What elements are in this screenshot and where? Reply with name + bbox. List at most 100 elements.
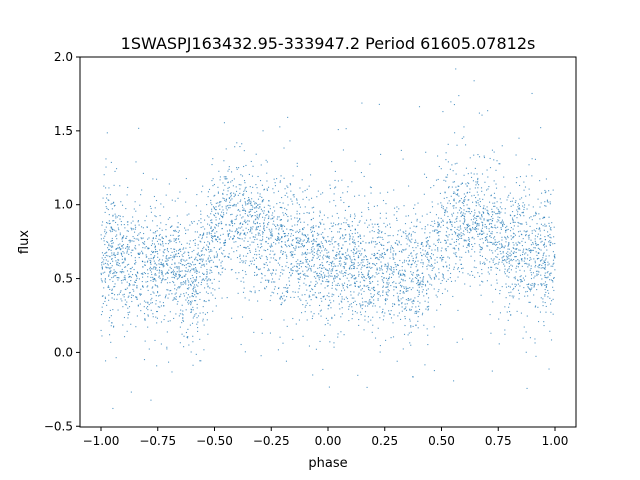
- data-point: [184, 251, 186, 253]
- data-point: [319, 310, 321, 312]
- data-point: [128, 295, 130, 297]
- data-point: [426, 242, 428, 244]
- data-point: [436, 232, 438, 234]
- data-point: [173, 281, 175, 284]
- data-point: [477, 177, 479, 180]
- data-point: [402, 278, 404, 281]
- data-point: [173, 230, 176, 232]
- data-point: [360, 262, 362, 264]
- data-point: [217, 191, 219, 193]
- data-point: [127, 317, 129, 319]
- data-point: [501, 245, 503, 247]
- data-point: [227, 207, 230, 209]
- data-point: [336, 276, 338, 278]
- data-point: [343, 334, 345, 336]
- data-point: [305, 242, 307, 244]
- data-point: [279, 219, 281, 221]
- data-point: [445, 152, 447, 154]
- data-point: [529, 250, 531, 252]
- data-point: [358, 324, 360, 326]
- data-point: [201, 238, 203, 240]
- data-point: [212, 310, 214, 312]
- data-point: [518, 292, 520, 294]
- data-point: [276, 239, 278, 241]
- data-point: [457, 309, 459, 311]
- data-point: [527, 235, 529, 237]
- data-point: [249, 244, 251, 246]
- data-point: [140, 310, 142, 312]
- data-point: [152, 268, 154, 270]
- data-point: [152, 252, 154, 254]
- data-point: [336, 276, 338, 278]
- data-point: [173, 257, 175, 259]
- data-point: [261, 231, 264, 233]
- data-point: [489, 241, 492, 243]
- data-point: [361, 304, 363, 306]
- data-point: [516, 248, 518, 250]
- data-point: [319, 258, 321, 261]
- data-point: [544, 274, 546, 276]
- data-point: [318, 304, 321, 307]
- data-point: [402, 249, 404, 251]
- data-point: [122, 251, 124, 253]
- data-point: [167, 243, 170, 245]
- data-point: [147, 326, 149, 328]
- data-point: [101, 264, 103, 266]
- data-point: [362, 301, 364, 303]
- data-point: [315, 271, 317, 273]
- data-point: [134, 247, 136, 249]
- data-point: [524, 253, 526, 255]
- data-point: [387, 235, 389, 237]
- data-point: [383, 244, 385, 246]
- data-point: [279, 258, 281, 260]
- data-point: [251, 204, 253, 206]
- data-point: [363, 235, 365, 237]
- data-point: [390, 247, 392, 249]
- data-point: [410, 331, 412, 333]
- data-point: [478, 204, 480, 206]
- data-point: [377, 327, 379, 329]
- data-point: [117, 224, 119, 226]
- data-point: [507, 251, 509, 253]
- data-point: [269, 234, 272, 236]
- data-point: [165, 294, 167, 296]
- data-point: [210, 235, 212, 237]
- data-point: [215, 212, 217, 214]
- data-point: [353, 249, 355, 251]
- data-point: [513, 236, 515, 238]
- data-point: [247, 200, 249, 202]
- data-point: [380, 243, 382, 245]
- data-point: [521, 260, 523, 262]
- data-point: [176, 267, 178, 269]
- data-point: [282, 273, 284, 275]
- data-point: [113, 275, 115, 277]
- data-point: [215, 305, 217, 307]
- data-point: [525, 230, 527, 233]
- data-point: [386, 249, 388, 251]
- data-point: [455, 244, 457, 247]
- data-point: [211, 271, 213, 273]
- data-point: [409, 287, 411, 289]
- data-point: [192, 282, 194, 284]
- data-point: [241, 217, 243, 219]
- data-point: [159, 263, 161, 265]
- data-point: [227, 235, 229, 237]
- data-point: [186, 259, 188, 261]
- data-point: [199, 291, 201, 294]
- data-point: [369, 302, 371, 304]
- data-point: [272, 269, 274, 271]
- data-point: [505, 241, 507, 243]
- data-point: [508, 268, 510, 270]
- data-point: [183, 247, 185, 249]
- data-point: [476, 225, 478, 227]
- data-point: [134, 228, 136, 230]
- data-point: [292, 251, 294, 253]
- data-point: [273, 292, 275, 294]
- data-point: [359, 285, 361, 287]
- data-point: [540, 267, 542, 269]
- data-point: [147, 289, 149, 292]
- data-point: [318, 275, 320, 277]
- data-point: [513, 251, 515, 253]
- data-point: [369, 186, 372, 188]
- data-point: [349, 226, 351, 228]
